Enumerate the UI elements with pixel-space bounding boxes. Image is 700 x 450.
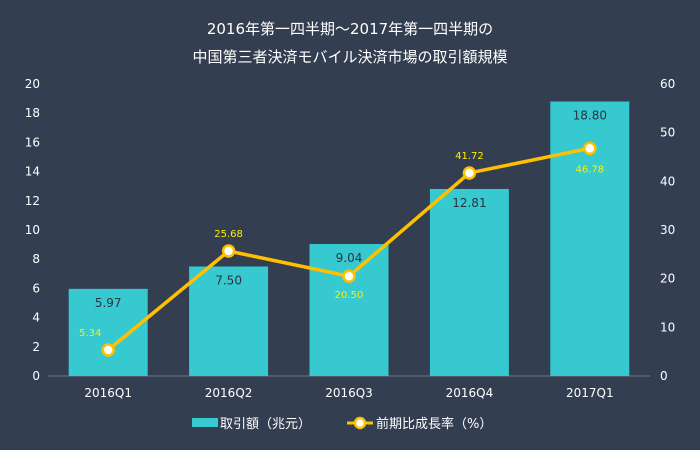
x-tick-label: 2016Q1 [84, 386, 132, 400]
line-point [342, 269, 356, 283]
bar-data-label: 9.04 [336, 251, 363, 265]
legend-bar-label: 取引額（兆元） [220, 417, 311, 432]
bar [68, 288, 148, 376]
legend-line-marker [353, 416, 367, 430]
line-point [583, 141, 597, 156]
line-data-label: 5.34 [79, 328, 101, 339]
y-left-tick-label: 20 [25, 77, 40, 91]
bar [309, 244, 389, 376]
line-data-label: 41.72 [455, 151, 484, 162]
y-left-tick-label: 10 [25, 223, 40, 237]
bar-data-label: 12.81 [452, 196, 486, 210]
line-data-label: 46.78 [575, 164, 604, 175]
y-left-tick-label: 18 [25, 106, 40, 120]
legend: 取引額（兆元） 前期比成長率（%） [192, 416, 492, 432]
chart-title-line-2: 中国第三者決済モバイル決済市場の取引額規模 [192, 48, 507, 66]
y-right-tick-label: 20 [660, 272, 675, 286]
line-data-label: 20.50 [335, 290, 364, 301]
y-right-tick-label: 40 [660, 174, 675, 188]
bar [429, 188, 509, 376]
y-left-tick-label: 14 [25, 165, 40, 179]
legend-bar-swatch [192, 418, 218, 427]
y-right-tick-label: 50 [660, 126, 675, 140]
y-left-tick-label: 6 [32, 281, 40, 295]
x-tick-label: 2017Q1 [566, 386, 614, 400]
legend-line-label: 前期比成長率（%） [376, 416, 492, 432]
x-tick-label: 2016Q4 [446, 386, 494, 400]
bar-data-label: 7.50 [215, 274, 242, 288]
bar-data-label: 18.80 [573, 109, 607, 123]
y-left-tick-label: 2 [32, 340, 40, 354]
line-point [462, 166, 477, 180]
y-right-tick-label: 10 [660, 320, 675, 334]
line-point [221, 244, 236, 258]
bar [189, 266, 269, 376]
line-data-label: 25.68 [214, 229, 243, 240]
y-right-tick-label: 0 [660, 369, 668, 383]
x-tick-label: 2016Q3 [325, 386, 373, 400]
bar-data-label: 5.97 [95, 296, 122, 310]
y-left-tick-label: 4 [32, 311, 40, 325]
x-tick-label: 2016Q2 [205, 386, 253, 400]
line-point [101, 343, 115, 357]
chart-title-line-1: 2016年第一四半期～2017年第一四半期の [207, 20, 493, 38]
y-left-tick-label: 16 [25, 135, 40, 149]
y-left-tick-label: 12 [25, 194, 40, 208]
y-right-tick-label: 60 [660, 77, 675, 91]
y-left-tick-label: 0 [32, 369, 40, 383]
y-left-tick-label: 8 [32, 252, 40, 266]
y-right-tick-label: 30 [660, 223, 675, 237]
